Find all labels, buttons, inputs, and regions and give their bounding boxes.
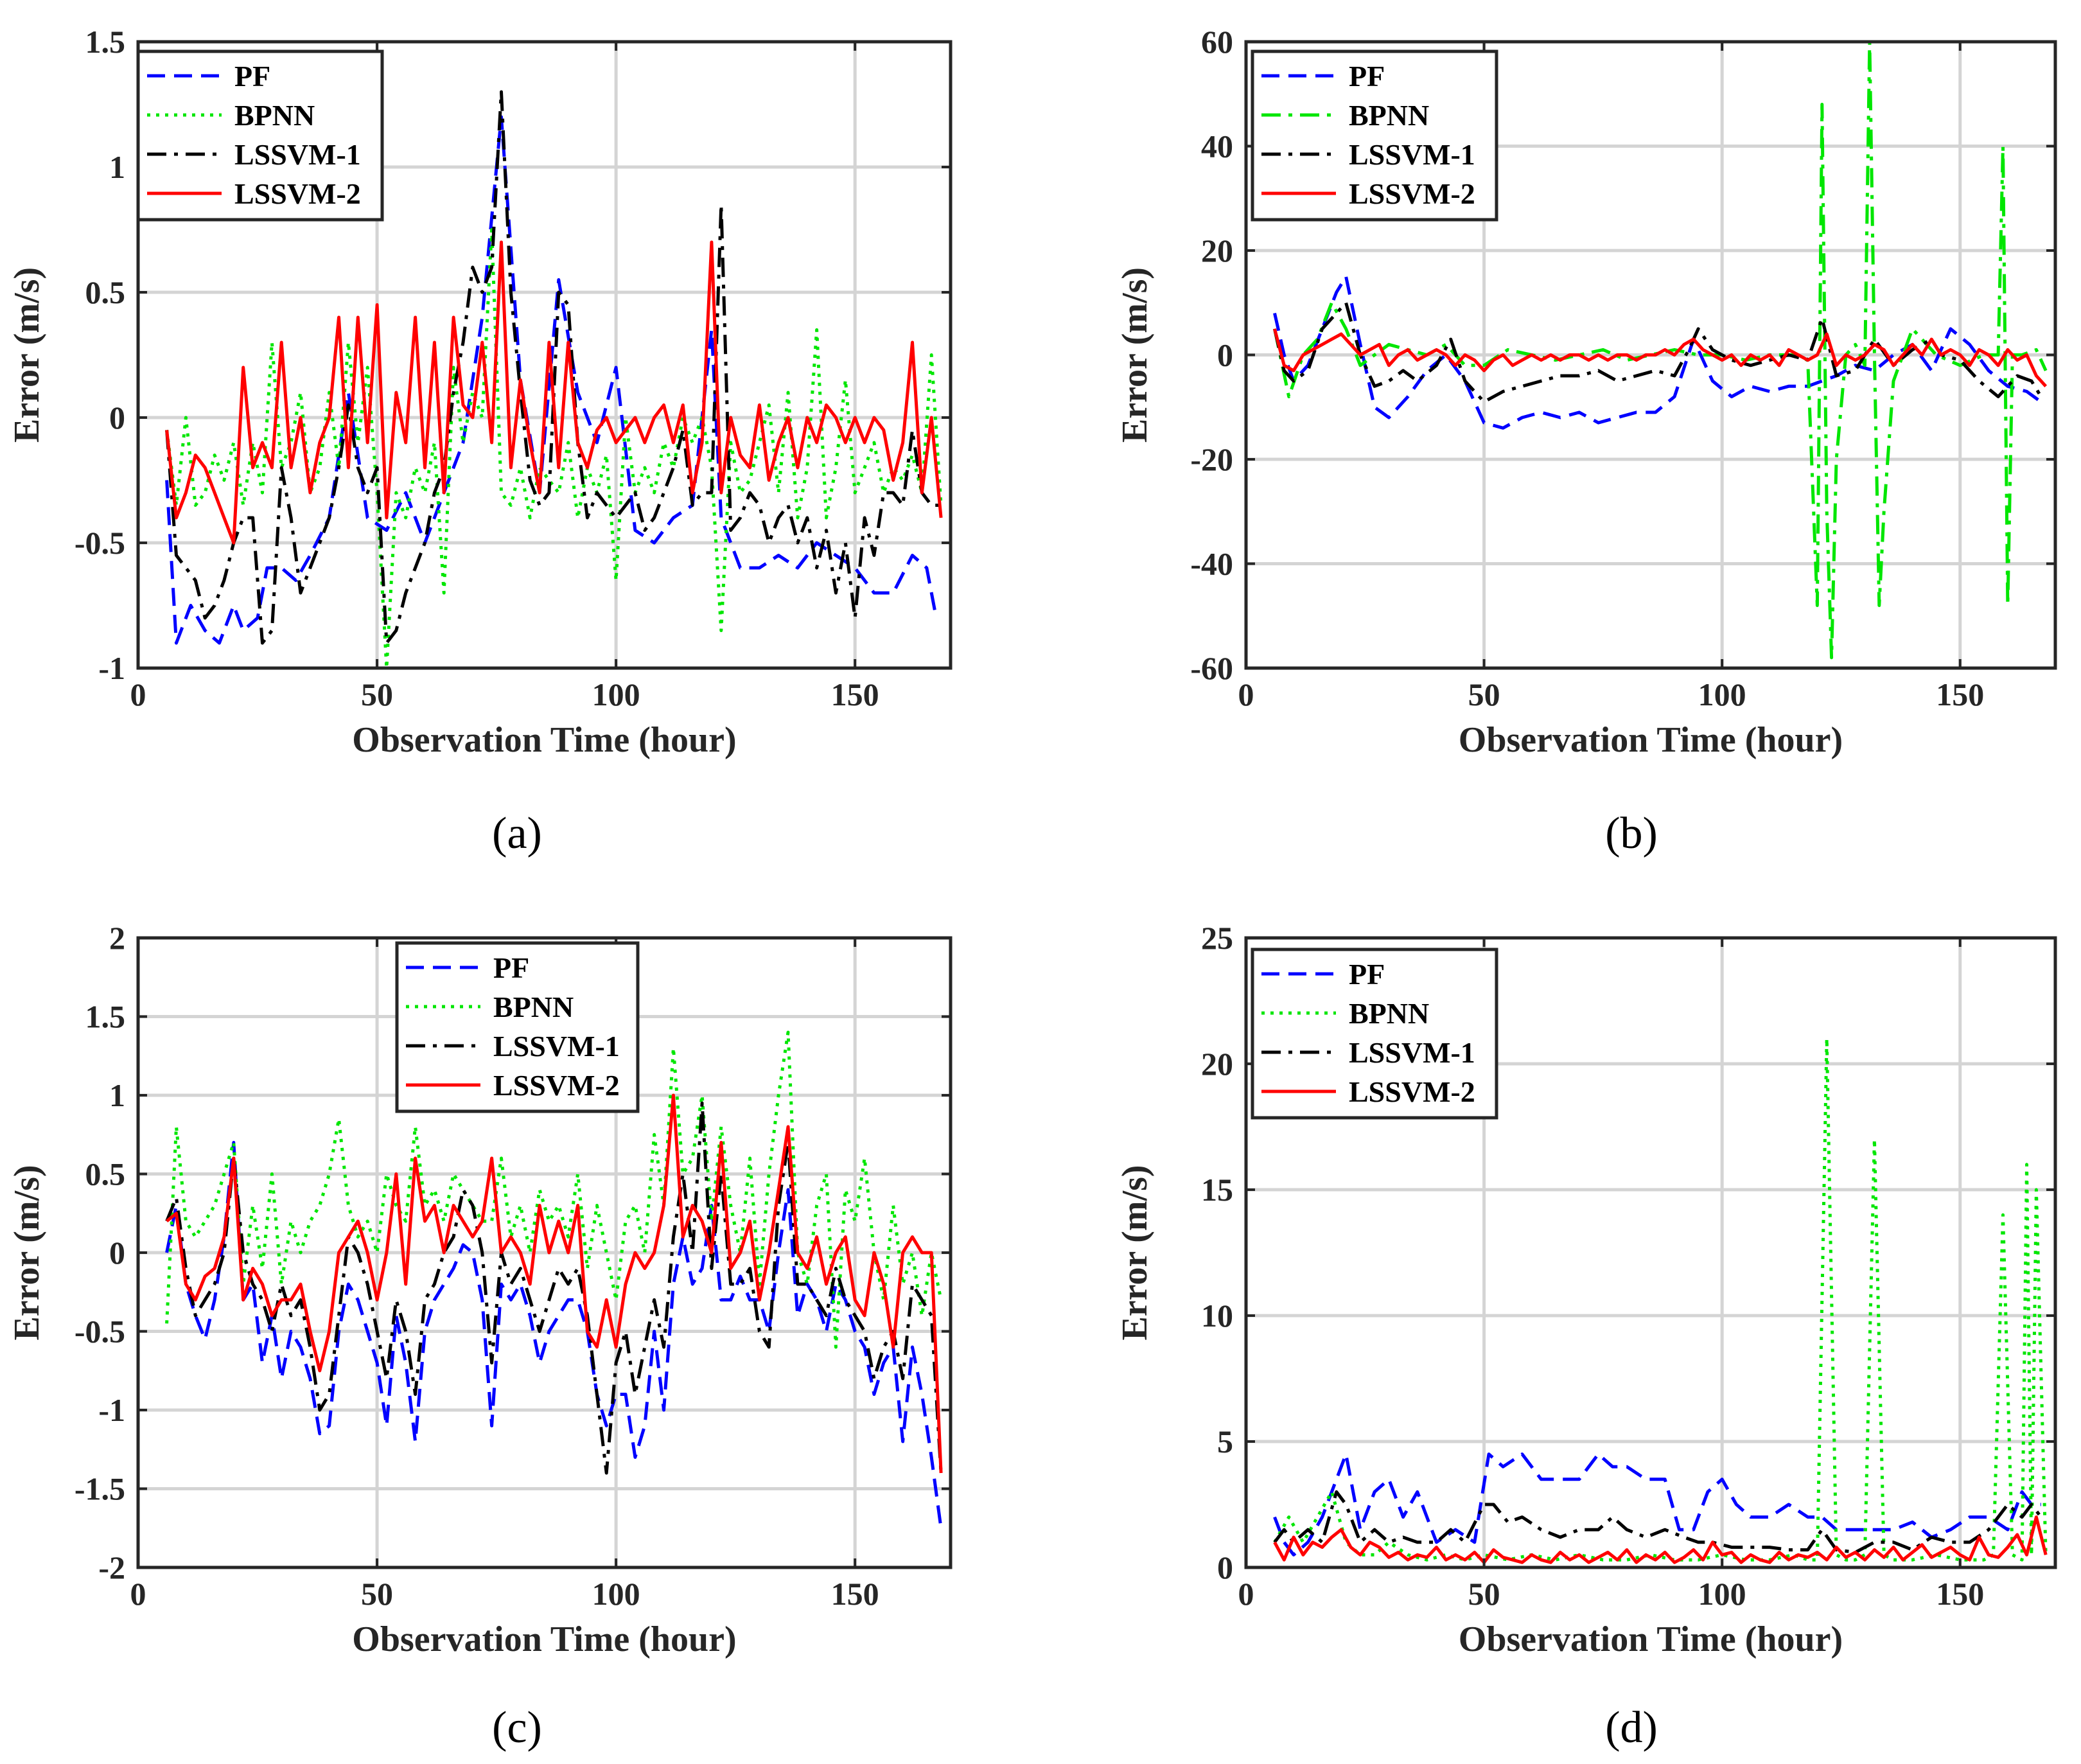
legend-entry-lssvm-2: LSSVM-2 [234,177,361,210]
y-tick-label: -60 [1190,650,1233,686]
y-tick-label: -1.5 [75,1471,125,1507]
series-line-pf [165,1141,943,1529]
x-tick-label: 100 [592,1576,640,1612]
series-line-bpnn [165,228,943,668]
y-axis-label: Error (m/s) [1115,267,1155,443]
panel-label: (d) [1605,1703,1658,1752]
series-line-lssvm-1 [1273,1490,2042,1554]
legend: PF BPNN LSSVM-1 LSSVM-2 [1251,948,1498,1120]
chart-panel-4: 0 50 100 150 0 5 10 15 20 25 Observation Time (hou… [1115,920,2057,1752]
chart-panel-2: 0 50 100 150 -60 -40 -20 0 20 40 60 Observation Tim… [1115,24,2057,858]
y-tick-label: -1 [98,1392,125,1428]
y-tick-label: -0.5 [75,1314,125,1350]
legend: PF BPNN LSSVM-1 LSSVM-2 [1251,49,1498,222]
legend-entry-lssvm-1: LSSVM-1 [234,138,361,171]
y-tick-label: 0 [1217,1549,1233,1585]
legend-entry-bpnn: BPNN [1349,997,1429,1030]
y-axis-label: Error (m/s) [7,1165,47,1340]
x-axis-label: Observation Time (hour) [1459,1619,1843,1659]
legend-entry-pf: PF [493,951,529,984]
x-tick-label: 100 [1698,676,1746,712]
x-tick-label: 50 [1468,1576,1500,1612]
series-line-bpnn [1273,1037,2048,1562]
y-tick-label: -2 [98,1549,125,1585]
series-line-pf [1273,1452,2041,1557]
axes-box [1244,936,2057,1569]
y-tick-label: 5 [1217,1424,1233,1460]
legend: PF BPNN LSSVM-1 LSSVM-2 [136,49,384,222]
y-tick-label: 0 [1217,337,1233,373]
y-tick-label: 25 [1201,920,1233,956]
y-tick-label: 0 [109,1235,125,1271]
x-tick-label: 0 [130,676,146,712]
x-tick-label: 150 [831,1576,879,1612]
panel-label: (a) [492,809,542,858]
legend-entry-lssvm-1: LSSVM-1 [1349,1036,1475,1069]
x-tick-label: 150 [1936,676,1984,712]
x-axis-label: Observation Time (hour) [352,720,736,760]
x-tick-label: 50 [1468,676,1500,712]
series-line-lssvm-2 [1273,328,2048,387]
y-tick-label: 0 [109,400,125,436]
series-line-lssvm-2 [165,240,943,545]
y-tick-label: 10 [1201,1298,1233,1334]
legend-entry-pf: PF [1349,60,1385,93]
panel-label: (c) [492,1703,542,1752]
panel-label: (b) [1605,809,1658,858]
series-line-bpnn [165,1030,943,1349]
series-line-lssvm-1 [165,90,942,645]
y-tick-label: 1 [109,149,125,185]
y-tick-label: 1.5 [85,24,126,60]
x-tick-label: 150 [1936,1576,1984,1612]
x-tick-label: 0 [1238,1576,1254,1612]
legend-entry-lssvm-2: LSSVM-2 [493,1069,620,1102]
legend-entry-lssvm-2: LSSVM-2 [1349,177,1475,210]
y-tick-label: -20 [1190,441,1233,477]
axes-box [136,40,953,670]
legend-entry-bpnn: BPNN [493,991,574,1023]
x-tick-label: 150 [831,676,879,712]
series-line-lssvm-2 [166,1093,943,1474]
y-tick-label: 1 [109,1077,125,1113]
y-tick-label: -1 [98,650,125,686]
y-tick-label: -40 [1190,546,1233,582]
y-tick-label: 0.5 [85,274,126,310]
series-line-lssvm-1 [165,1101,943,1475]
y-axis-label: Error (m/s) [1115,1165,1155,1340]
x-tick-label: 100 [592,676,640,712]
legend-box [136,49,384,222]
legend-entry-lssvm-2: LSSVM-2 [1349,1075,1475,1108]
x-tick-label: 50 [361,1576,393,1612]
y-tick-label: 20 [1201,1046,1233,1082]
legend-entry-bpnn: BPNN [234,99,315,132]
chart-panel-1: 0 50 100 150 -1 -0.5 0 0.5 1 1.5 Observation Time … [7,24,953,858]
x-tick-label: 0 [130,1576,146,1612]
y-tick-label: 60 [1201,24,1233,60]
y-tick-label: 0.5 [85,1156,126,1192]
chart-panel-3: 0 50 100 150 -2 -1.5 -1 -0.5 0 0.5 1 1.5 2 Observatio… [7,920,953,1752]
y-tick-label: 1.5 [85,999,126,1035]
legend-entry-pf: PF [1349,958,1385,991]
y-tick-label: -0.5 [75,525,125,561]
x-tick-label: 50 [361,676,393,712]
x-tick-label: 100 [1698,1576,1746,1612]
legend-box [1251,49,1498,222]
legend-entry-bpnn: BPNN [1349,99,1429,132]
y-tick-label: 2 [109,920,125,956]
y-axis-label: Error (m/s) [7,267,47,443]
legend-box [395,941,640,1113]
x-axis-label: Observation Time (hour) [352,1619,736,1659]
x-axis-label: Observation Time (hour) [1459,720,1843,760]
y-tick-label: 15 [1201,1172,1233,1208]
x-tick-label: 0 [1238,676,1254,712]
legend: PF BPNN LSSVM-1 LSSVM-2 [395,941,640,1113]
series-line-lssvm-2 [1273,1515,2048,1564]
legend-entry-lssvm-1: LSSVM-1 [1349,138,1475,171]
y-tick-label: 20 [1201,233,1233,269]
legend-entry-lssvm-1: LSSVM-1 [493,1030,620,1063]
y-tick-label: 40 [1201,128,1233,164]
legend-entry-pf: PF [234,60,270,93]
legend-box [1251,948,1498,1120]
